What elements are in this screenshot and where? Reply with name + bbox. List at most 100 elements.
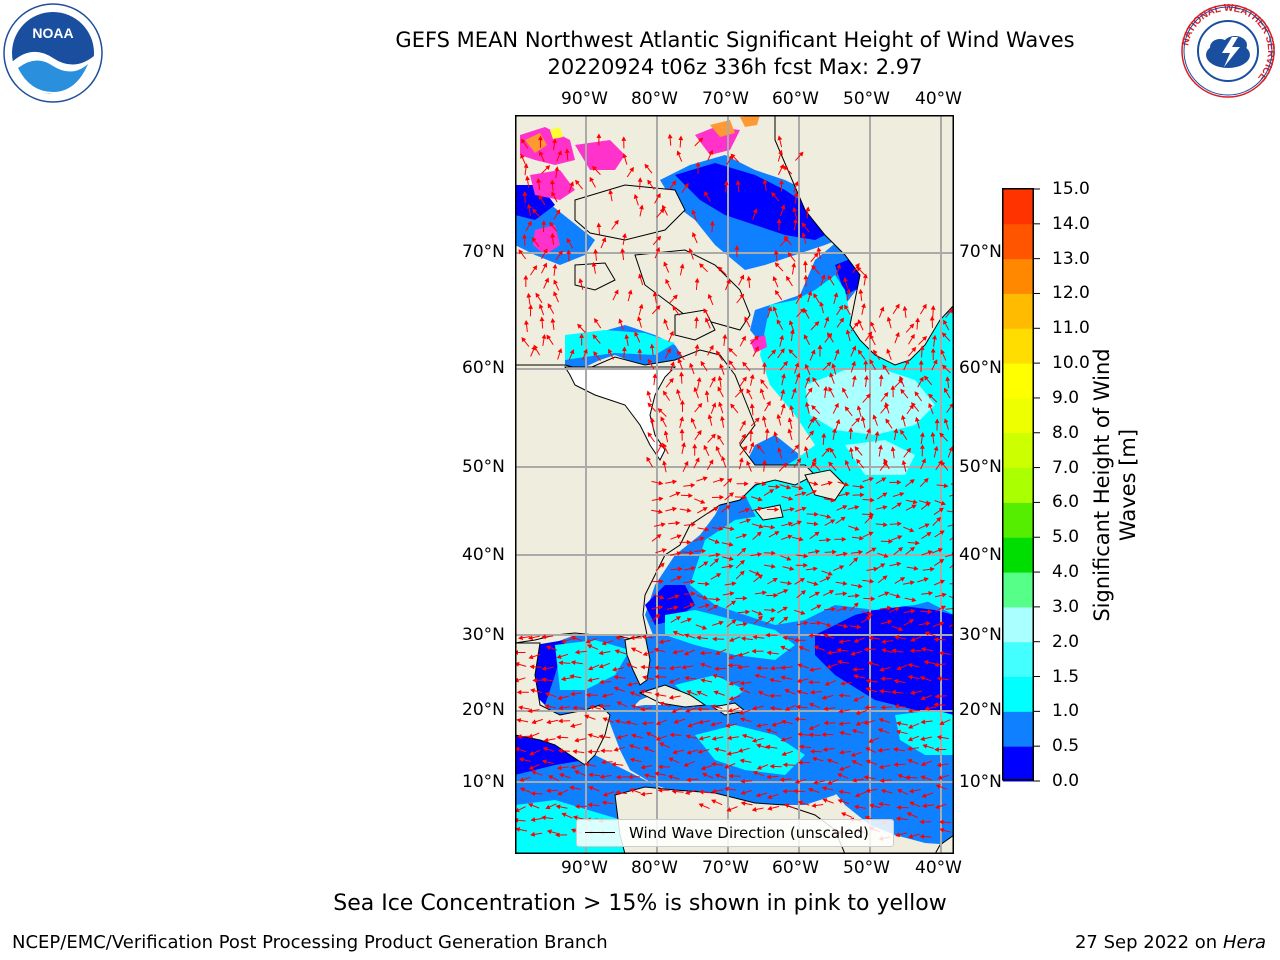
wind-arrow-head bbox=[539, 316, 545, 322]
wind-arrow-head bbox=[767, 805, 773, 811]
wind-arrow-head bbox=[869, 359, 874, 365]
wind-arrow-head bbox=[767, 306, 773, 312]
wind-arrow-head bbox=[730, 600, 737, 606]
wind-arrow-head bbox=[909, 527, 915, 533]
wind-arrow-head bbox=[661, 548, 667, 553]
wind-arrow-head bbox=[533, 344, 538, 350]
wind-arrow-head bbox=[633, 194, 639, 200]
wind-arrow-head bbox=[705, 603, 711, 609]
wind-arrow-head bbox=[934, 804, 941, 809]
wind-arrow-head bbox=[741, 433, 746, 439]
wind-arrow-head bbox=[769, 764, 775, 769]
wind-arrow-head bbox=[655, 736, 661, 741]
wind-arrow-head bbox=[915, 416, 920, 422]
wind-arrow-head bbox=[569, 674, 575, 679]
wind-arrow-head bbox=[782, 606, 788, 612]
wind-arrow-head bbox=[928, 590, 934, 596]
wind-arrow-head bbox=[811, 457, 817, 463]
lat-label-left: 10°N bbox=[462, 772, 505, 792]
wind-arrow-head bbox=[812, 377, 817, 383]
wind-arrow-head bbox=[681, 442, 686, 448]
wind-arrow-head bbox=[831, 428, 837, 433]
lat-label-left: 60°N bbox=[462, 358, 505, 378]
wind-arrow-head bbox=[789, 566, 795, 571]
wind-arrow-head bbox=[943, 319, 948, 325]
wind-arrow-head bbox=[608, 189, 614, 195]
lon-label-top: 40°W bbox=[915, 89, 962, 109]
wind-arrow-head bbox=[659, 742, 665, 747]
wind-arrow-head bbox=[668, 757, 674, 762]
wind-arrow-head bbox=[920, 736, 926, 742]
wind-arrow-head bbox=[820, 274, 826, 280]
wind-arrow-head bbox=[811, 490, 817, 495]
wind-arrow-head bbox=[782, 788, 787, 794]
wind-arrow-head bbox=[871, 547, 877, 552]
wind-arrow-head bbox=[570, 635, 576, 641]
wind-arrow-head bbox=[673, 605, 679, 611]
wind-arrow-head bbox=[702, 595, 709, 600]
wind-arrow-head bbox=[863, 374, 869, 380]
wind-arrow-head bbox=[607, 348, 613, 354]
wind-arrow-head bbox=[584, 762, 590, 767]
wind-arrow-head bbox=[625, 663, 632, 668]
noaa-logo-text: NOAA bbox=[32, 25, 73, 41]
colorbar-tick-label: 7.0 bbox=[1052, 457, 1080, 478]
graticule bbox=[515, 115, 954, 854]
wind-arrow-head bbox=[643, 773, 649, 779]
wind-arrow-head bbox=[649, 343, 655, 349]
wind-arrow-head bbox=[711, 376, 716, 382]
wind-arrow-head bbox=[557, 748, 563, 754]
wind-arrow-head bbox=[897, 547, 904, 552]
wind-arrow-head bbox=[842, 505, 848, 510]
colorbar-tick-label: 10.0 bbox=[1052, 353, 1090, 374]
wind-arrow-head bbox=[640, 764, 646, 770]
wind-arrow-head bbox=[795, 372, 801, 378]
wind-arrow-head bbox=[895, 832, 901, 838]
wind-arrow-head bbox=[771, 607, 777, 613]
wind-arrow-head bbox=[920, 695, 926, 701]
wind-arrow-head bbox=[777, 135, 783, 141]
wind-arrow-head bbox=[660, 522, 666, 528]
wind-arrow-head bbox=[598, 734, 604, 739]
wind-arrow-head bbox=[880, 705, 886, 710]
colorbar-tick-label: 15.0 bbox=[1052, 179, 1090, 199]
wind-arrow-head bbox=[858, 549, 864, 555]
wind-arrow-head bbox=[868, 531, 874, 537]
wind-arrow-head bbox=[891, 689, 897, 695]
wind-arrow-head bbox=[728, 492, 734, 498]
wind-arrow-head bbox=[795, 704, 801, 710]
wind-arrow-head bbox=[520, 153, 525, 159]
wind-arrow-head bbox=[658, 442, 663, 448]
wind-arrow-head bbox=[945, 376, 951, 382]
wind-arrow-head bbox=[863, 720, 869, 725]
wind-arrow-head bbox=[838, 693, 844, 698]
wind-arrow-head bbox=[677, 358, 683, 364]
wind-arrow-head bbox=[877, 747, 883, 753]
wind-arrow-head bbox=[751, 806, 757, 812]
wind-arrow-head bbox=[717, 434, 722, 440]
wind-arrow-head bbox=[655, 305, 661, 311]
wind-arrow-head bbox=[530, 817, 536, 823]
wind-arrow-head bbox=[669, 330, 674, 336]
wind-arrow-head bbox=[779, 777, 785, 782]
footer-org: NCEP/EMC/Verification Post Processing Pr… bbox=[12, 932, 608, 953]
wind-arrow-head bbox=[591, 261, 597, 267]
colorbar-tick-label: 11.0 bbox=[1052, 318, 1090, 339]
colorbar-cell bbox=[1003, 223, 1033, 260]
wind-arrow-head bbox=[546, 829, 552, 835]
wind-arrow-head bbox=[880, 788, 886, 794]
wind-arrow-head bbox=[684, 182, 689, 189]
wind-arrow-head bbox=[711, 799, 717, 804]
wind-arrow-head bbox=[925, 621, 931, 627]
wind-arrow-head bbox=[920, 719, 926, 725]
wind-arrow-head bbox=[883, 391, 889, 398]
wind-arrow-head bbox=[746, 388, 751, 394]
wind-arrow-head bbox=[588, 772, 593, 778]
wind-arrow-head bbox=[744, 316, 749, 322]
wind-arrow-head bbox=[762, 179, 768, 184]
wind-arrow-head bbox=[808, 679, 813, 685]
wind-arrow-head bbox=[737, 664, 742, 670]
wind-arrow-head bbox=[852, 667, 857, 672]
wind-arrow-head bbox=[525, 175, 530, 181]
wind-arrow-head bbox=[673, 719, 679, 724]
